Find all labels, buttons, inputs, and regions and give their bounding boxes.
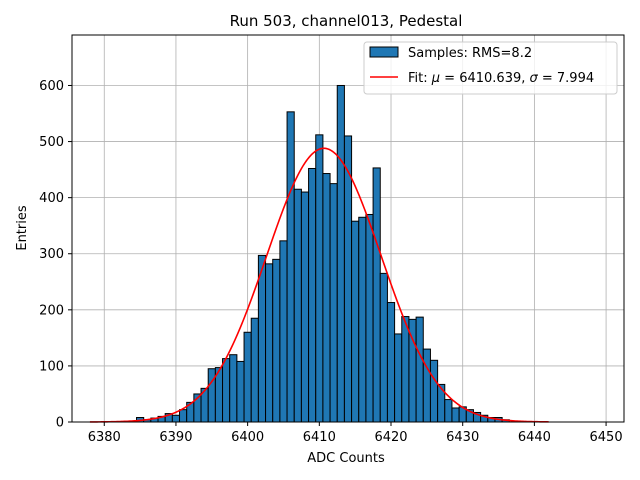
legend-histogram-label: Samples: RMS=8.2 [408, 46, 532, 61]
histogram-bar [322, 173, 331, 423]
histogram-bar [279, 240, 288, 423]
legend-fit-sigma-symbol: σ [530, 71, 539, 86]
y-axis-label: Entries [15, 205, 30, 251]
legend-fit-prefix: Fit: [408, 71, 432, 86]
gaussian-fit-curve [89, 147, 549, 423]
histogram-bar [171, 414, 181, 423]
histogram-bar [229, 354, 238, 423]
histogram-bar [222, 358, 231, 423]
legend-fit-label: Fit: μ = 6410.639, σ = 7.994 [408, 71, 594, 86]
histogram-bar [243, 331, 252, 423]
histogram-bar [236, 360, 245, 423]
histogram-bar [351, 220, 360, 423]
y-tick-label: 100 [39, 359, 64, 374]
histogram-bar [451, 407, 460, 423]
histogram-bar [394, 333, 403, 423]
x-tick-label: 6400 [231, 430, 264, 445]
histogram-bar [315, 134, 324, 423]
histogram-bar [444, 399, 453, 423]
legend-fit-mid: = 6410.639, [440, 71, 529, 86]
y-tick-label: 200 [39, 303, 64, 318]
histogram-bar [265, 263, 274, 423]
x-tick-label: 6440 [518, 430, 551, 445]
histogram-bar [293, 188, 302, 423]
x-tick-label: 6420 [374, 430, 407, 445]
histogram-bar [386, 302, 396, 423]
y-tick-label: 600 [39, 79, 64, 94]
x-tick-label: 6450 [590, 430, 623, 445]
x-tick-label: 6410 [303, 430, 336, 445]
histogram-bar [358, 216, 367, 423]
histogram-bar [372, 167, 381, 423]
histogram-bar [272, 258, 281, 423]
axis-ticks: 6380 6390 6400 6410 6420 6430 6440 6450 0 100 200 3… [39, 79, 622, 445]
fit-curve-layer [89, 147, 549, 423]
chart-title: Run 503, channel013, Pedestal [230, 12, 463, 30]
histogram-bar [415, 316, 424, 423]
x-tick-label: 6390 [159, 430, 192, 445]
histogram-bar [365, 213, 374, 423]
histogram-bar [257, 254, 267, 423]
histogram-bar [250, 317, 259, 423]
y-tick-label: 300 [39, 247, 64, 262]
legend-histogram-swatch [369, 46, 399, 58]
x-tick-label: 6430 [446, 430, 479, 445]
histogram-bar [179, 409, 188, 423]
legend-fit-suffix: = 7.994 [538, 71, 594, 86]
y-tick-label: 400 [39, 191, 64, 206]
histogram-bar [329, 183, 338, 423]
y-tick-label: 0 [56, 416, 64, 431]
legend-box [363, 41, 618, 95]
histogram-bar [429, 359, 439, 423]
plot-frame [71, 34, 625, 423]
histogram-bar [401, 316, 410, 423]
histogram-bar [422, 348, 431, 423]
histogram-bar [308, 167, 317, 423]
histogram-bar [286, 111, 295, 423]
histogram-bar [300, 191, 310, 423]
x-tick-label: 6380 [88, 430, 121, 445]
histogram-bar [343, 135, 353, 423]
histogram-bar [336, 84, 345, 423]
legend: Samples: RMS=8.2 Fit: μ = 6410.639, σ = … [363, 41, 618, 95]
histogram-bar [379, 272, 388, 423]
legend-fit-mu-symbol: μ [431, 71, 440, 86]
y-tick-label: 500 [39, 135, 64, 150]
x-axis-label: ADC Counts [307, 451, 385, 466]
